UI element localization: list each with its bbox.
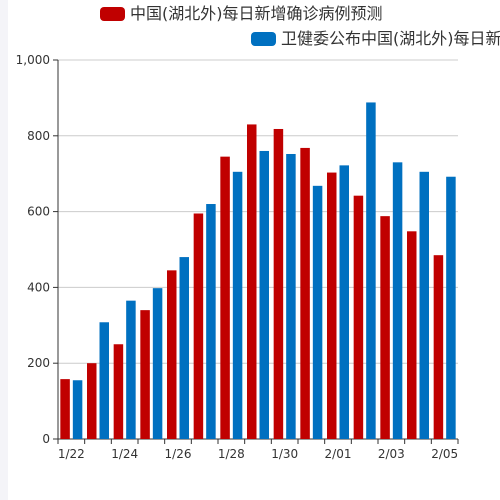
x-tick-label: 1/26 (165, 447, 192, 461)
bar-series-0 (247, 124, 257, 440)
bar-series-0 (113, 344, 124, 439)
bar-series-1 (446, 176, 456, 439)
bar-series-1 (339, 165, 349, 439)
chart-area: 中国(湖北外)每日新增确诊病例预测 卫健委公布中国(湖北外)每日新增确诊病例 0… (8, 0, 500, 500)
y-tick-label: 1,000 (16, 53, 50, 67)
x-tick-label: 2/05 (431, 447, 458, 461)
bar-series-0 (380, 216, 390, 439)
y-tick-label: 400 (27, 280, 50, 294)
x-tick-label: 1/22 (58, 447, 85, 461)
bar-series-0 (300, 147, 310, 440)
legend-label-prediction: 中国(湖北外)每日新增确诊病例预测 (130, 4, 383, 23)
bar-series-0 (433, 255, 444, 439)
x-tick-label: 2/01 (325, 447, 352, 461)
bar-series-0 (273, 128, 284, 439)
bar-series-0 (193, 213, 204, 439)
bar-series-1 (126, 300, 136, 439)
bar-series-1 (286, 153, 296, 439)
bar-series-1 (259, 150, 269, 439)
bar-series-0 (407, 231, 417, 439)
x-tick-label: 1/24 (111, 447, 138, 461)
legend-item-prediction[interactable]: 中国(湖北外)每日新增确诊病例预测 (100, 3, 383, 25)
bar-series-0 (220, 156, 230, 439)
bar-series-1 (232, 171, 243, 439)
y-tick-label: 600 (27, 205, 50, 219)
bar-series-0 (60, 379, 70, 439)
bar-series-0 (327, 172, 337, 440)
bar-series-1 (179, 257, 189, 439)
bar-series-1 (312, 185, 323, 439)
y-tick-label: 800 (27, 129, 50, 143)
bar-series-1 (419, 171, 429, 439)
bar-series-1 (72, 380, 83, 439)
bar-series-1 (152, 288, 163, 439)
bar-series-0 (167, 270, 177, 439)
bar-series-0 (353, 195, 364, 439)
x-tick-label: 2/03 (378, 447, 405, 461)
y-tick-label: 200 (27, 356, 50, 370)
y-tick-label: 0 (42, 432, 50, 446)
legend-item-reported[interactable]: 卫健委公布中国(湖北外)每日新增确诊病例 (251, 28, 500, 50)
bar-series-1 (99, 322, 109, 439)
bar-series-0 (140, 310, 150, 439)
bar-chart: 0 200 400 600 800 1,000 1/22 1/24 1/26 1/28 1/30 2/… (16, 53, 459, 461)
bar-series-0 (87, 363, 97, 439)
legend-swatch-prediction (100, 7, 125, 21)
bar-series-1 (392, 162, 403, 439)
x-tick-label: 1/30 (271, 447, 298, 461)
legend-swatch-reported (251, 32, 276, 46)
x-tick-label: 1/28 (218, 447, 245, 461)
legend-label-reported: 卫健委公布中国(湖北外)每日新增确诊病例 (281, 29, 500, 48)
bar-series-1 (366, 102, 376, 439)
bar-series-1 (206, 204, 216, 439)
